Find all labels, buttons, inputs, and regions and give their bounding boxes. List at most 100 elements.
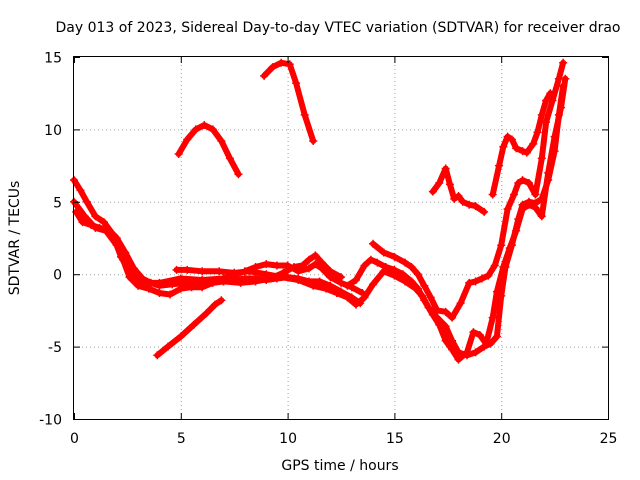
- data-point: [441, 164, 450, 173]
- data-point: [435, 178, 444, 187]
- data-point: [138, 274, 147, 283]
- data-point: [546, 89, 555, 98]
- series-line: [175, 122, 242, 178]
- data-point: [104, 225, 113, 234]
- plot-frame: [73, 56, 609, 420]
- data-point: [234, 170, 243, 179]
- data-point: [215, 267, 224, 276]
- data-point: [311, 260, 320, 269]
- data-point: [503, 205, 512, 214]
- data-point: [475, 331, 484, 340]
- data-point: [134, 281, 143, 290]
- data-point: [309, 136, 318, 145]
- data-point: [433, 306, 442, 315]
- chart-title: Day 013 of 2023, Sidereal Day-to-day VTE…: [55, 20, 620, 36]
- data-point: [390, 265, 399, 274]
- data-point: [268, 63, 277, 72]
- data-point: [163, 342, 172, 351]
- data-point: [198, 267, 207, 276]
- data-point: [298, 261, 307, 270]
- data-point: [441, 336, 450, 345]
- data-point: [554, 74, 563, 83]
- series-line: [344, 75, 569, 363]
- data-point: [490, 261, 499, 270]
- data-point: [537, 154, 546, 163]
- data-point: [217, 296, 226, 305]
- data-point: [189, 320, 198, 329]
- series-line: [429, 165, 488, 215]
- data-point: [166, 290, 175, 299]
- data-point: [219, 277, 228, 286]
- x-tick-labels: 0 5 10 15 20 25: [70, 431, 617, 447]
- series-track-3: [72, 207, 345, 290]
- data-point: [407, 262, 416, 271]
- data-point: [550, 132, 559, 141]
- data-point: [542, 96, 551, 105]
- data-point: [262, 260, 271, 269]
- data-point: [505, 244, 514, 253]
- data-point: [360, 261, 369, 270]
- data-point: [146, 278, 155, 287]
- data-point: [454, 355, 463, 364]
- data-point: [337, 273, 345, 282]
- grid-lines: [74, 57, 608, 419]
- series-line: [261, 59, 317, 144]
- data-point: [488, 190, 497, 199]
- data-point: [290, 262, 299, 271]
- data-point: [183, 135, 192, 144]
- data-point: [125, 273, 134, 282]
- data-point: [512, 226, 521, 235]
- data-point: [426, 293, 435, 302]
- data-point: [544, 168, 553, 177]
- data-point: [445, 180, 454, 189]
- data-point: [499, 142, 508, 151]
- x-tick-label: 20: [493, 431, 511, 447]
- x-tick-label: 0: [70, 431, 79, 447]
- axis-ticks: [74, 57, 609, 420]
- data-point: [471, 348, 480, 357]
- data-point: [277, 58, 286, 67]
- y-tick-label: 10: [44, 123, 62, 139]
- x-tick-label: 15: [386, 431, 404, 447]
- data-point: [469, 328, 478, 337]
- data-point: [448, 313, 457, 322]
- data-point: [174, 150, 183, 159]
- data-point: [518, 147, 527, 156]
- data-series-group: [70, 58, 570, 364]
- data-point: [360, 293, 369, 302]
- data-point: [315, 277, 324, 286]
- data-point: [390, 252, 399, 261]
- data-point: [510, 190, 519, 199]
- data-point: [559, 58, 568, 67]
- y-axis-label: SDTVAR / TECUs: [7, 181, 23, 296]
- data-point: [381, 262, 390, 271]
- data-point: [492, 287, 501, 296]
- data-point: [463, 348, 472, 357]
- data-point: [448, 345, 457, 354]
- data-point: [181, 278, 190, 287]
- data-point: [309, 281, 318, 290]
- data-point: [112, 234, 121, 242]
- data-point: [260, 71, 269, 80]
- data-point: [198, 278, 207, 287]
- data-point: [343, 281, 352, 290]
- y-tick-label: 0: [53, 268, 62, 284]
- data-point: [183, 265, 192, 274]
- data-point: [407, 277, 416, 286]
- data-point: [225, 154, 234, 163]
- data-point: [477, 274, 486, 283]
- data-point: [317, 258, 326, 267]
- data-point: [518, 176, 527, 185]
- data-point: [465, 278, 474, 287]
- data-point: [304, 255, 313, 264]
- data-point: [87, 220, 96, 229]
- data-point: [465, 200, 474, 209]
- series-track-2: [70, 197, 365, 308]
- data-point: [529, 139, 538, 148]
- data-point: [326, 267, 335, 276]
- x-tick-label: 25: [600, 431, 618, 447]
- y-tick-label: 5: [53, 195, 62, 211]
- data-point: [262, 270, 271, 279]
- data-point: [398, 270, 407, 279]
- data-point: [272, 261, 281, 270]
